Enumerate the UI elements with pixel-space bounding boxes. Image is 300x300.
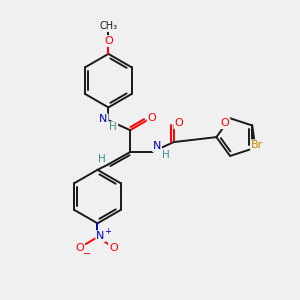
- Text: N: N: [153, 141, 161, 151]
- Text: O: O: [174, 118, 183, 128]
- Text: Br: Br: [251, 140, 263, 150]
- Text: H: H: [98, 154, 105, 164]
- Text: N: N: [99, 114, 108, 124]
- Text: −: −: [82, 249, 91, 259]
- Text: N: N: [96, 231, 105, 241]
- Text: O: O: [75, 243, 84, 253]
- Text: CH₃: CH₃: [99, 21, 118, 31]
- Text: O: O: [109, 243, 118, 253]
- Text: H: H: [162, 150, 170, 160]
- Text: O: O: [104, 36, 113, 46]
- Text: O: O: [221, 118, 230, 128]
- Text: H: H: [110, 122, 117, 132]
- Text: +: +: [104, 227, 111, 236]
- Text: O: O: [148, 113, 156, 123]
